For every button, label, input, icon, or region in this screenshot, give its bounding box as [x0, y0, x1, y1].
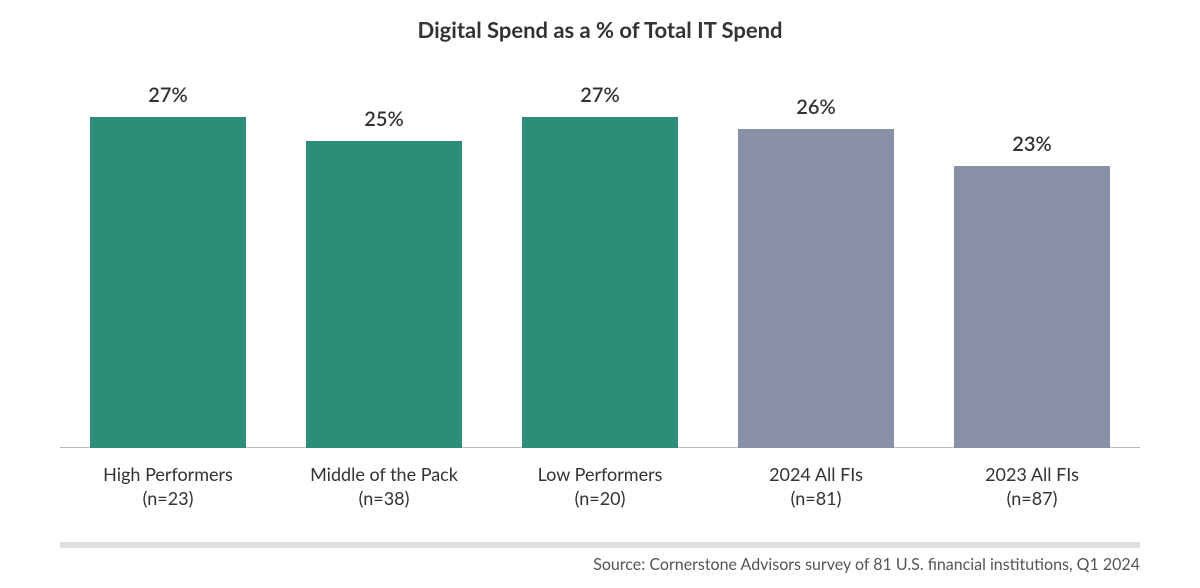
bar [738, 129, 894, 448]
source-divider [60, 542, 1140, 548]
bar-value-label: 26% [738, 95, 894, 119]
bar-value-label: 23% [954, 132, 1110, 156]
source-text: Source: Cornerstone Advisors survey of 8… [593, 555, 1140, 574]
x-axis-label-line1: 2024 All FIs [708, 462, 924, 486]
x-axis-label-line2: (n=87) [924, 486, 1140, 510]
x-axis-label-line2: (n=81) [708, 486, 924, 510]
bar-value-label: 27% [522, 83, 678, 107]
bar-value-label: 25% [306, 107, 462, 131]
x-axis-label-line2: (n=38) [276, 486, 492, 510]
x-axis-label-line1: High Performers [60, 462, 276, 486]
x-axis-label-line2: (n=23) [60, 486, 276, 510]
bar [954, 166, 1110, 448]
x-axis-label-line1: Middle of the Pack [276, 462, 492, 486]
x-axis-label: Low Performers(n=20) [492, 462, 708, 511]
chart-container: Digital Spend as a % of Total IT Spend 2… [0, 0, 1200, 588]
x-axis-label-line1: Low Performers [492, 462, 708, 486]
plot-area: 27%High Performers(n=23)25%Middle of the… [60, 80, 1140, 448]
bar [306, 141, 462, 448]
x-axis-label-line2: (n=20) [492, 486, 708, 510]
x-axis-label: Middle of the Pack(n=38) [276, 462, 492, 511]
bar [522, 117, 678, 448]
x-axis-label-line1: 2023 All FIs [924, 462, 1140, 486]
bar-value-label: 27% [90, 83, 246, 107]
chart-title: Digital Spend as a % of Total IT Spend [0, 16, 1200, 43]
x-axis-label: High Performers(n=23) [60, 462, 276, 511]
x-axis-label: 2024 All FIs(n=81) [708, 462, 924, 511]
x-axis-label: 2023 All FIs(n=87) [924, 462, 1140, 511]
bar [90, 117, 246, 448]
